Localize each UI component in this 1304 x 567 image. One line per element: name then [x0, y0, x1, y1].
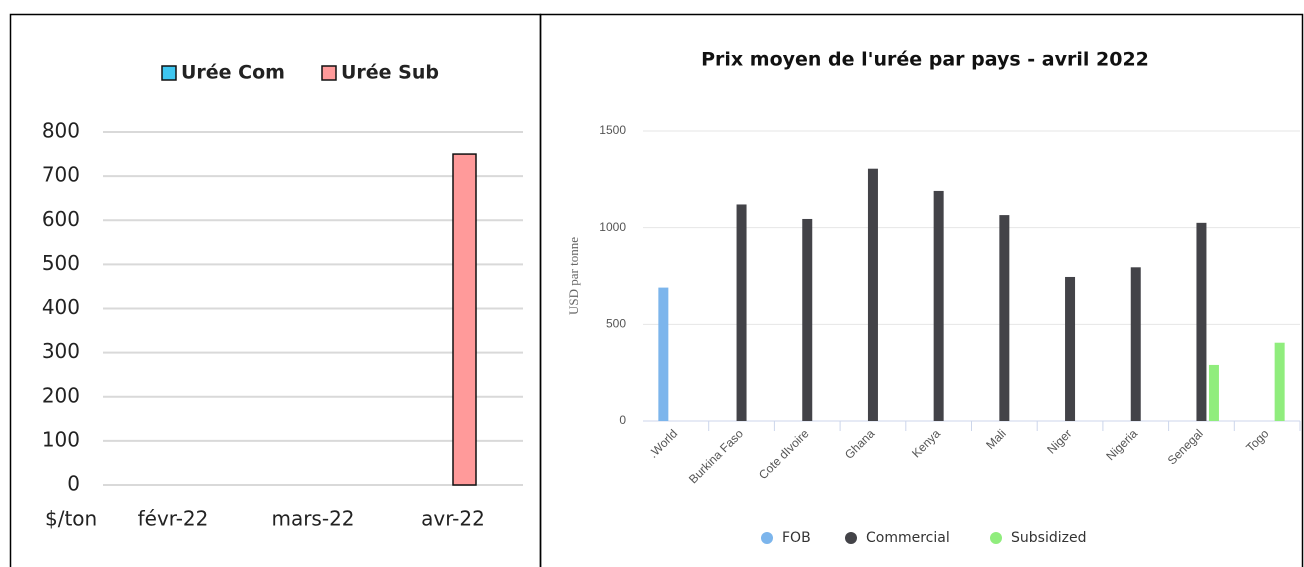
y-tick-label: 200	[42, 383, 80, 407]
y-tick-label: 500	[606, 317, 626, 331]
bar	[867, 168, 878, 421]
y-tick-label: 600	[42, 207, 80, 231]
bar	[999, 215, 1010, 421]
y-tick-label: 500	[42, 251, 80, 275]
x-tick-label: Togo	[1243, 426, 1272, 455]
y-axis-label: USD par tonne	[566, 237, 581, 315]
bar	[658, 287, 669, 421]
x-tick-label: .World	[646, 426, 680, 460]
y-tick-label: 400	[42, 295, 80, 319]
y-tick-label: 1000	[599, 220, 626, 234]
x-tick-label: avr-22	[421, 507, 485, 531]
y-tick-label: 1500	[599, 123, 626, 137]
bar	[1065, 276, 1076, 421]
x-tick-label: févr-22	[138, 507, 209, 531]
bar	[736, 204, 747, 421]
y-tick-label: 0	[67, 472, 80, 496]
y-axis-label: $/ton	[45, 507, 97, 531]
x-tick-label: Senegal	[1165, 426, 1206, 467]
bar	[452, 153, 477, 486]
y-tick-label: 800	[42, 119, 80, 143]
legend-swatch	[321, 65, 337, 81]
legend-swatch	[990, 532, 1002, 544]
legend-swatch	[161, 65, 177, 81]
bar	[1274, 342, 1285, 421]
legend-label: Commercial	[866, 530, 950, 546]
x-tick-label: Mali	[983, 426, 1008, 451]
y-tick-label: 0	[619, 413, 626, 427]
y-tick-label: 700	[42, 163, 80, 187]
chart-title: Prix moyen de l'urée par pays - avril 20…	[701, 49, 1149, 71]
bar	[1208, 364, 1219, 421]
y-tick-label: 300	[42, 339, 80, 363]
x-tick-label: Nigeria	[1103, 426, 1140, 463]
legend-swatch	[845, 532, 857, 544]
bar	[933, 190, 944, 421]
x-tick-label: Cote dIvoire	[756, 426, 812, 482]
x-tick-label: Burkina Faso	[686, 426, 746, 486]
legend-label: Urée Sub	[341, 62, 439, 84]
legend-label: Subsidized	[1011, 530, 1086, 546]
x-tick-label: Niger	[1044, 426, 1074, 456]
legend-label: FOB	[782, 530, 811, 546]
x-tick-label: mars-22	[271, 507, 354, 531]
panel-right	[539, 13, 1304, 567]
bar	[802, 218, 813, 421]
chart-right: Prix moyen de l'urée par pays - avril 20…	[566, 49, 1301, 546]
legend-label: Urée Com	[181, 62, 285, 84]
y-tick-label: 100	[42, 427, 80, 451]
x-tick-label: Ghana	[842, 426, 878, 462]
legend-swatch	[761, 532, 773, 544]
x-tick-label: Kenya	[909, 426, 943, 460]
bar	[1130, 267, 1141, 421]
bar	[1196, 222, 1207, 421]
chart-left: $/ton 0 100 200 300 400 500 600 700 800 févr-22 mar…	[42, 62, 523, 531]
